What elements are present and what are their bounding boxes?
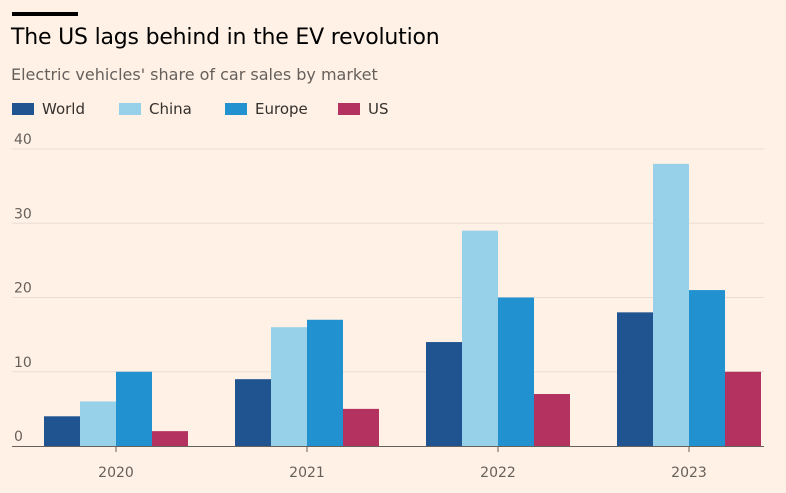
- bar-us-2022: [534, 394, 570, 446]
- legend-item-world: World: [12, 100, 119, 118]
- x-tick-label-2021: 2021: [289, 465, 325, 481]
- bar-us-2021: [343, 408, 379, 446]
- bar-us-2020: [152, 431, 188, 446]
- bar-china-2022: [462, 230, 498, 446]
- legend-item-china: China: [119, 100, 225, 118]
- gridlines: [12, 148, 764, 373]
- legend-label-us: US: [368, 100, 389, 118]
- top-rule: [12, 12, 78, 16]
- bar-us-2023: [725, 371, 761, 446]
- legend-item-us: US: [338, 100, 389, 118]
- y-tick-label-20: 20: [14, 281, 32, 297]
- chart-legend: World China Europe US: [12, 99, 389, 119]
- bar-world-2023: [617, 312, 653, 446]
- chart-subtitle: Electric vehicles' share of car sales by…: [11, 65, 378, 84]
- legend-swatch-us: [338, 103, 360, 115]
- bar-china-2023: [653, 163, 689, 446]
- y-tick-label-30: 30: [14, 206, 32, 222]
- y-tick-label-0: 0: [14, 429, 23, 445]
- legend-label-europe: Europe: [255, 100, 308, 118]
- bar-europe-2022: [498, 297, 534, 446]
- bars: [44, 163, 761, 446]
- y-tick-label-10: 10: [14, 355, 32, 371]
- legend-swatch-china: [119, 103, 141, 115]
- bar-world-2020: [44, 416, 80, 446]
- bar-europe-2020: [116, 371, 152, 446]
- legend-item-europe: Europe: [225, 100, 338, 118]
- bar-world-2021: [235, 379, 271, 446]
- y-axis-ticks: 0 10 20 30 40: [14, 132, 32, 445]
- x-axis-ticks: 2020 2021 2022 2023: [98, 446, 707, 481]
- chart-title: The US lags behind in the EV revolution: [11, 25, 440, 50]
- bar-china-2021: [271, 327, 307, 446]
- bar-europe-2021: [307, 319, 343, 446]
- bar-china-2020: [80, 401, 116, 446]
- legend-label-world: World: [42, 100, 85, 118]
- x-tick-label-2020: 2020: [98, 465, 134, 481]
- y-tick-label-40: 40: [14, 132, 32, 148]
- x-tick-label-2023: 2023: [671, 465, 707, 481]
- bar-world-2022: [426, 342, 462, 446]
- legend-swatch-europe: [225, 103, 247, 115]
- legend-swatch-world: [12, 103, 34, 115]
- x-tick-label-2022: 2022: [480, 465, 516, 481]
- bar-europe-2023: [689, 290, 725, 446]
- legend-label-china: China: [149, 100, 192, 118]
